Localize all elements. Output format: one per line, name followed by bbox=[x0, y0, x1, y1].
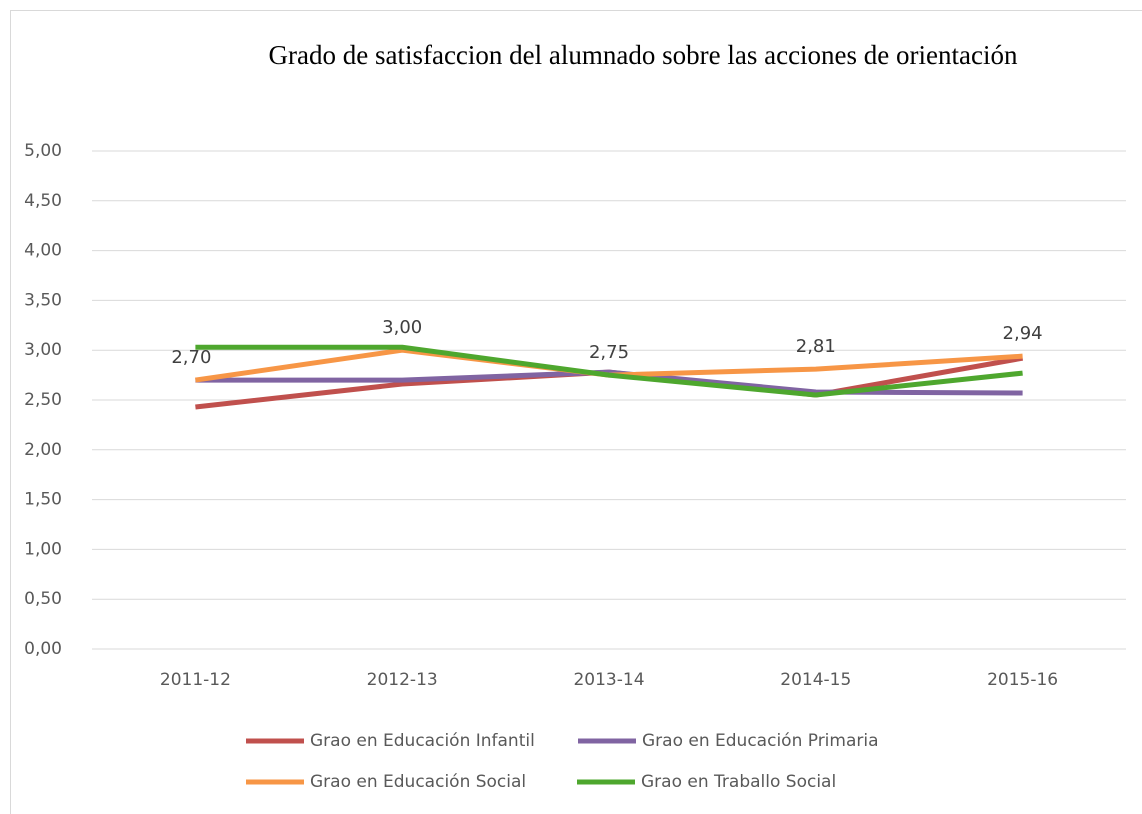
y-tick-label: 3,00 bbox=[24, 340, 62, 360]
series-line bbox=[195, 344, 1023, 398]
data-label: 2,81 bbox=[796, 336, 836, 357]
data-label: 3,00 bbox=[382, 317, 422, 338]
y-tick-label: 5,00 bbox=[24, 141, 62, 161]
data-label: 2,70 bbox=[171, 347, 211, 368]
data-label: 2,75 bbox=[589, 342, 629, 363]
y-tick-label: 0,50 bbox=[24, 589, 62, 609]
y-tick-label: 1,50 bbox=[24, 490, 62, 510]
y-tick-label: 2,50 bbox=[24, 390, 62, 410]
y-tick-label: 4,50 bbox=[24, 191, 62, 211]
y-tick-label: 4,00 bbox=[24, 241, 62, 261]
legend-label: Grao en Educación Primaria bbox=[642, 731, 879, 751]
x-tick-label: 2012-13 bbox=[367, 670, 438, 690]
legend-label: Grao en Traballo Social bbox=[641, 772, 836, 792]
y-tick-label: 2,00 bbox=[24, 440, 62, 460]
x-tick-label: 2011-12 bbox=[160, 670, 231, 690]
x-tick-label: 2013-14 bbox=[573, 670, 644, 690]
series-line bbox=[195, 369, 1023, 396]
x-tick-label: 2014-15 bbox=[780, 670, 851, 690]
chart-title: Grado de satisfaccion del alumnado sobre… bbox=[269, 40, 1018, 70]
data-label: 2,94 bbox=[1003, 323, 1043, 344]
chart-border bbox=[10, 10, 1142, 814]
y-tick-label: 1,00 bbox=[24, 539, 62, 559]
y-tick-label: 3,50 bbox=[24, 290, 62, 310]
legend-label: Grao en Educación Infantil bbox=[310, 731, 535, 751]
legend-label: Grao en Educación Social bbox=[310, 772, 526, 792]
x-tick-label: 2015-16 bbox=[987, 670, 1058, 690]
y-tick-label: 0,00 bbox=[24, 639, 62, 659]
